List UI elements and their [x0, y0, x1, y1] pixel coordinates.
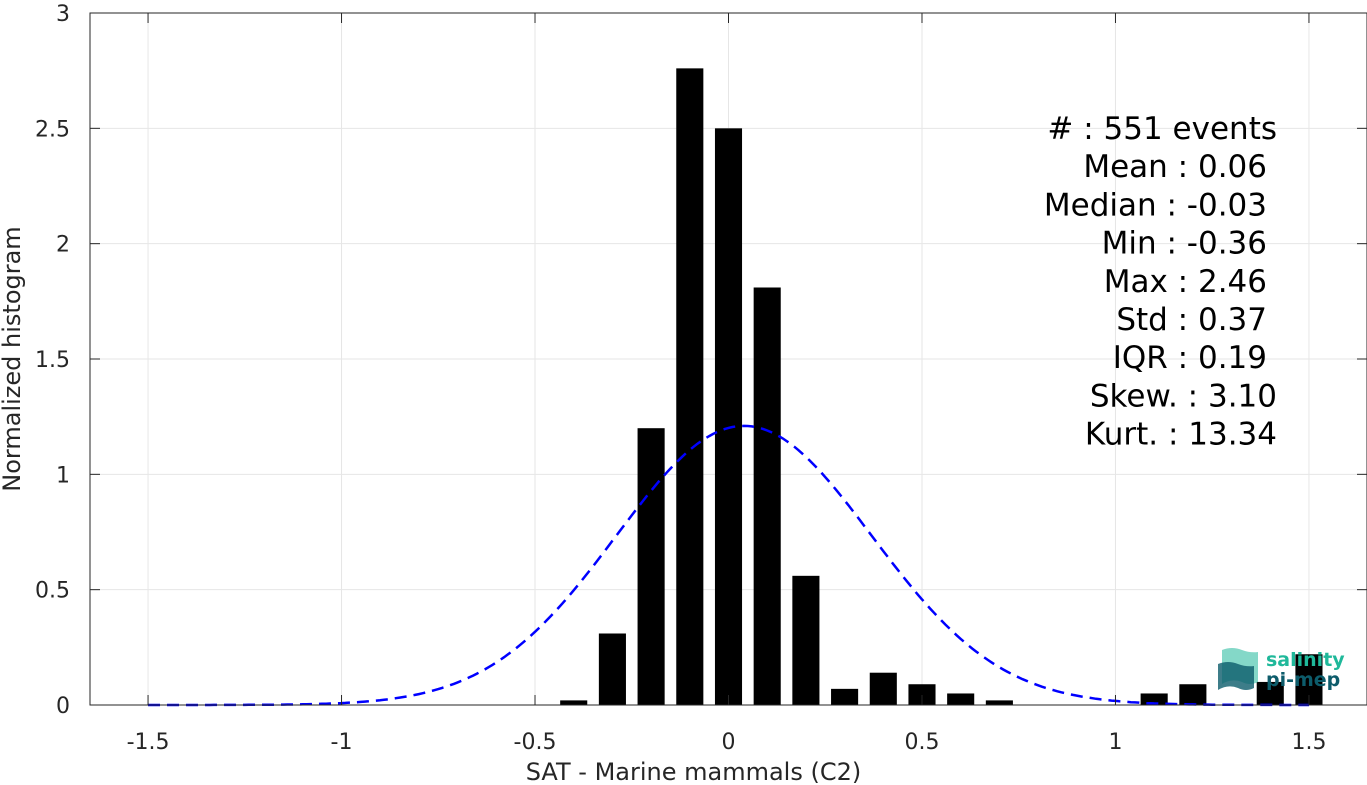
stats-line: Mean : 0.06	[1083, 149, 1267, 185]
x-tick-label: -0.5	[514, 730, 557, 755]
histogram-bar	[947, 693, 975, 705]
histogram-bar	[560, 700, 588, 705]
x-tick-label: 1	[1108, 730, 1122, 755]
y-tick-label: 1.5	[35, 348, 70, 373]
histogram-bar	[1140, 693, 1168, 705]
y-tick-label: 0.5	[35, 579, 70, 604]
logo-text-pi-mep: pi-mep	[1266, 669, 1340, 691]
histogram-bar	[985, 700, 1013, 705]
y-tick-label: 0	[56, 694, 70, 719]
x-tick-label: 1.5	[1291, 730, 1326, 755]
axis-ticks	[90, 12, 1367, 706]
x-axis-label: SAT - Marine mammals (C2)	[526, 758, 861, 785]
logo-wave-icon	[1218, 648, 1258, 690]
x-tick-label: 0.5	[904, 730, 939, 755]
stats-line: Median : -0.03	[1044, 187, 1267, 223]
histogram-bar	[714, 128, 743, 706]
histogram-bar	[869, 672, 897, 705]
y-tick-label: 2	[56, 233, 70, 258]
stats-line: Max : 2.46	[1104, 264, 1267, 300]
stats-line: IQR : 0.19	[1113, 340, 1267, 376]
histogram-bar	[792, 575, 820, 705]
salinity-pi-mep-logo: salinity pi-mep	[1218, 648, 1345, 691]
histogram-bar	[598, 633, 626, 705]
histogram-bar	[1179, 684, 1207, 705]
y-tick-label: 1	[56, 463, 70, 488]
x-tick-labels: -1.5 -1 -0.5 0 0.5 1 1.5	[127, 730, 1327, 755]
y-axis-label: Normalized histogram	[0, 226, 26, 491]
histogram-bar	[637, 428, 665, 705]
y-tick-labels: 0 0.5 1 1.5 2 2.5 3	[35, 2, 70, 719]
histogram-bar	[1256, 681, 1284, 705]
histogram-bar	[831, 688, 859, 705]
histogram-bars	[560, 68, 1323, 706]
stats-line: Skew. : 3.10	[1090, 378, 1277, 414]
y-tick-label: 2.5	[35, 117, 70, 142]
stats-line: Kurt. : 13.34	[1085, 417, 1277, 453]
x-tick-label: -1.5	[127, 730, 170, 755]
histogram-bar	[676, 68, 704, 706]
x-tick-label: 0	[722, 730, 736, 755]
histogram-bar	[753, 287, 781, 705]
stats-line: # : 551 events	[1047, 111, 1277, 147]
stats-line: Min : -0.36	[1102, 226, 1267, 262]
x-tick-label: -1	[331, 730, 353, 755]
logo-text-salinity: salinity	[1266, 649, 1345, 671]
stats-line: Std : 0.37	[1116, 302, 1267, 338]
histogram-bar	[908, 684, 936, 705]
y-tick-label: 3	[56, 2, 70, 27]
